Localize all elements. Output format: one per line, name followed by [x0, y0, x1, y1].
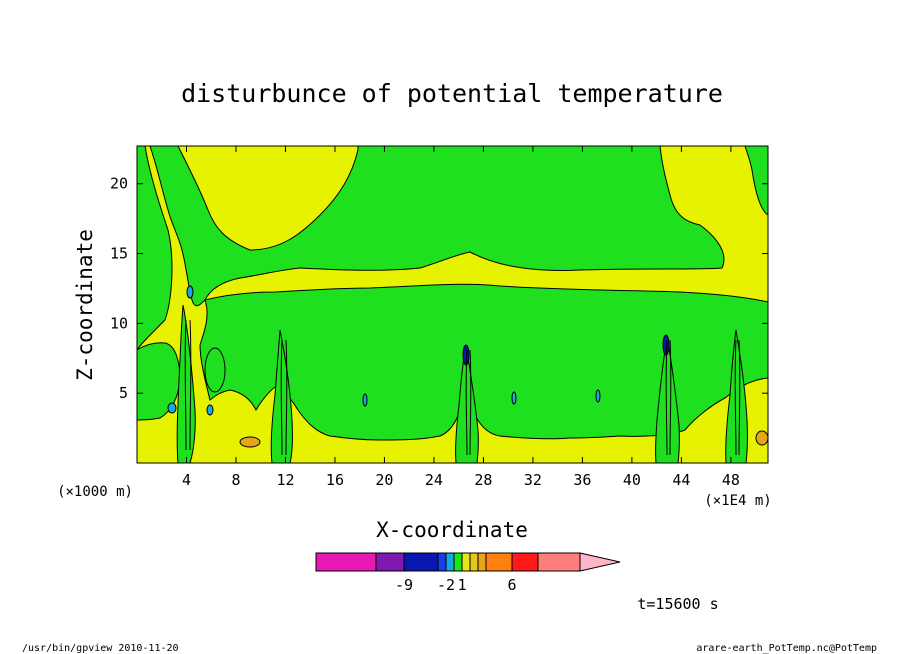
footer-right: arare-earth_PotTemp.nc@PotTemp: [696, 643, 877, 654]
x-unit-right: (×1E4 m): [704, 493, 771, 509]
cyan-blob: [511, 391, 517, 405]
spike-contour-lines: [184, 319, 741, 456]
orange-blob: [239, 436, 261, 448]
x-tick-label: 20: [375, 471, 393, 489]
colorbar-swatch: [477, 552, 487, 572]
x-tick-label: 12: [276, 471, 294, 489]
colorbar-swatch: [453, 552, 463, 572]
colorbar-swatch: [437, 552, 447, 572]
colorbar-swatch: [485, 552, 513, 572]
colorbar-tick-label: -2: [437, 576, 455, 594]
colorbar-swatch: [461, 552, 471, 572]
x-tick-label: 16: [326, 471, 344, 489]
colorbar-swatch: [469, 552, 479, 572]
dark-blue-core: [662, 334, 670, 356]
x-tick-label: 24: [425, 471, 443, 489]
x-tick-label: 44: [672, 471, 690, 489]
x-tick-label: 8: [231, 471, 240, 489]
chart-title: disturbunce of potential temperature: [181, 79, 723, 108]
green-spike-x12: [270, 329, 293, 463]
colorbar-extension: [579, 552, 621, 572]
time-label: t=15600 s: [637, 595, 718, 613]
colorbar-swatch: [315, 552, 377, 572]
colorbar-tick-label: 6: [507, 576, 516, 594]
green-region-lower: [199, 283, 768, 441]
x-tick-label: 36: [573, 471, 591, 489]
cyan-blob: [362, 393, 368, 407]
cyan-blob: [186, 285, 194, 299]
y-tick-label: 5: [119, 384, 128, 402]
colorbar: -9 -2 1 6: [315, 552, 621, 594]
colorbar-swatch: [445, 552, 455, 572]
x-axis: 4 8 12 16 20 24 28 32 36 40 44 48: [182, 146, 740, 489]
x-unit-left: (×1000 m): [57, 484, 133, 500]
green-region-upper: [137, 146, 725, 307]
x-tick-label: 4: [182, 471, 191, 489]
colorbar-swatch: [537, 552, 581, 572]
green-spike-x43: [655, 334, 680, 463]
contour-field: [137, 146, 768, 463]
y-axis-label: Z-coordinate: [73, 229, 97, 381]
plot-frame: [136, 145, 769, 464]
x-tick-label: 48: [722, 471, 740, 489]
colorbar-swatch: [403, 552, 439, 572]
colorbar-swatch: [511, 552, 539, 572]
x-tick-label: 28: [474, 471, 492, 489]
colorbar-swatch: [375, 552, 405, 572]
y-tick-label: 15: [110, 245, 128, 263]
footer-left: /usr/bin/gpview 2010-11-20: [22, 643, 179, 654]
x-tick-label: 40: [623, 471, 641, 489]
green-region-left-strip: [137, 146, 173, 351]
y-tick-label: 20: [110, 175, 128, 193]
y-axis: 5 10 15 20: [110, 175, 768, 402]
colorbar-tick-label: -9: [395, 576, 413, 594]
dark-blue-core: [462, 344, 470, 366]
green-region-right-strip: [744, 146, 768, 216]
cyan-blob: [595, 389, 601, 403]
green-blob: [204, 347, 226, 393]
cyan-blob: [206, 404, 214, 416]
green-spike-x48: [725, 329, 748, 463]
orange-blob: [755, 430, 768, 446]
x-axis-label: X-coordinate: [376, 518, 528, 542]
x-tick-label: 32: [524, 471, 542, 489]
colorbar-tick-label: 1: [457, 576, 466, 594]
y-tick-label: 10: [110, 314, 128, 332]
cyan-blob: [167, 402, 177, 414]
